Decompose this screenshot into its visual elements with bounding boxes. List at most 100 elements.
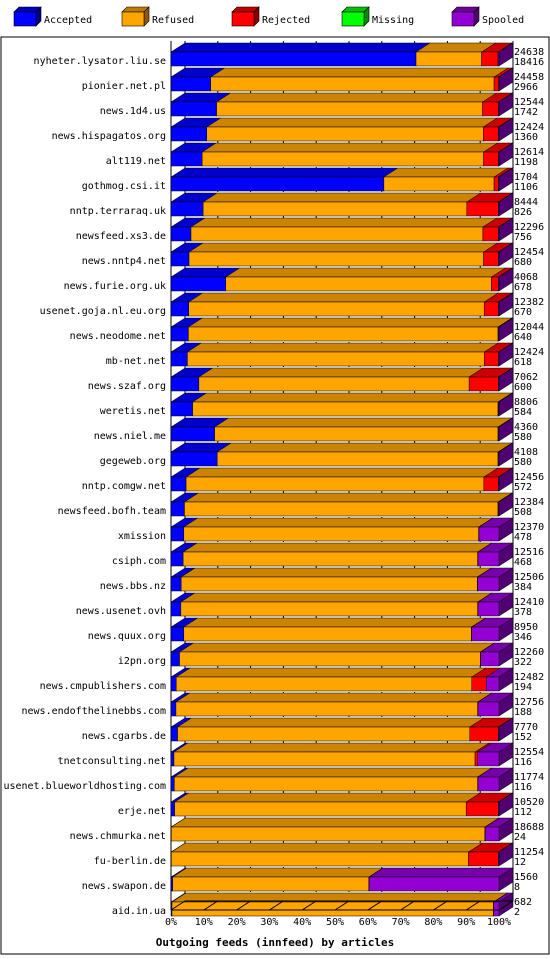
- bar-segment-spooled: [471, 626, 500, 642]
- category-label: mb-net.net: [106, 356, 166, 367]
- bar-segment-accepted: [170, 451, 218, 467]
- category-label: usenet.blueworldhosting.com: [3, 781, 166, 792]
- category-label: news.cgarbs.de: [82, 731, 166, 742]
- data-label-accepted: 678: [514, 282, 532, 293]
- data-label-total: 12384: [514, 497, 544, 508]
- bar-segment-refused: [172, 876, 370, 892]
- data-label-total: 12554: [514, 747, 544, 758]
- bar-segment-top-refused: [173, 792, 482, 803]
- bar-segment-top-refused: [173, 742, 490, 753]
- bar-segment-top-refused: [173, 767, 493, 778]
- data-label-accepted: 640: [514, 332, 532, 343]
- data-label-total: 12424: [514, 122, 544, 133]
- data-label-accepted: 584: [514, 407, 532, 418]
- x-tick-mark: [367, 900, 383, 911]
- bar-segment-spooled: [480, 651, 500, 667]
- x-tick-label: 20%: [228, 917, 246, 928]
- bar-segment-spooled: [498, 251, 500, 267]
- category-label: nntp.comgw.net: [82, 481, 166, 492]
- bar-segment-refused: [188, 301, 485, 317]
- category-label: newsfeed.bofh.team: [58, 506, 166, 517]
- category-label: csiph.com: [112, 556, 166, 567]
- bar-segment-spooled: [368, 876, 500, 892]
- x-tick-label: 40%: [293, 917, 311, 928]
- x-axis-label: Outgoing feeds (innfeed) by articles: [156, 936, 394, 949]
- bar-segment-rejected: [483, 476, 499, 492]
- bar-segment-refused: [214, 426, 499, 442]
- bar-segment-top-refused: [182, 617, 487, 628]
- bar-segment-top-refused: [185, 467, 499, 478]
- data-label-accepted: 580: [514, 432, 532, 443]
- bar-segment-accepted: [170, 201, 204, 217]
- bar-segment-top-refused: [202, 192, 482, 203]
- bar-segment-spooled: [477, 601, 500, 617]
- data-label-total: 24638: [514, 47, 544, 58]
- bar-segment-spooled: [485, 676, 500, 692]
- data-label-total: 12382: [514, 297, 544, 308]
- bar-segment-refused: [183, 526, 479, 542]
- data-label-accepted: 346: [514, 632, 532, 643]
- bar-segment-accepted: [170, 276, 227, 292]
- x-tick-mark: [170, 900, 186, 911]
- bar-segment-refused: [179, 651, 481, 667]
- category-label: news.cmpublishers.com: [40, 681, 166, 692]
- data-label-accepted: 12: [514, 857, 526, 868]
- data-label-accepted: 1198: [514, 157, 538, 168]
- bar-segment-rejected: [469, 726, 499, 742]
- legend-label: Missing: [372, 15, 414, 26]
- x-tick-label: 70%: [392, 917, 410, 928]
- data-label-total: 4360: [514, 422, 538, 433]
- data-label-accepted: 572: [514, 482, 532, 493]
- category-label: tnetconsulting.net: [58, 756, 166, 767]
- data-label-total: 1560: [514, 872, 538, 883]
- category-label: news.1d4.us: [100, 106, 166, 117]
- bar-segment-spooled: [498, 76, 500, 92]
- bar-segment-refused: [171, 851, 469, 867]
- legend-swatch: [341, 11, 365, 27]
- bar-segment-spooled: [497, 51, 500, 67]
- bar-segment-rejected: [491, 276, 499, 292]
- bar-segment-accepted: [170, 426, 215, 442]
- legend-item-missing: Missing: [341, 6, 414, 27]
- bar-segment-refused: [184, 501, 499, 517]
- bar-segment-refused: [383, 176, 495, 192]
- bar-segment-spooled: [498, 476, 500, 492]
- data-label-total: 12544: [514, 97, 544, 108]
- bar-segment-spooled: [498, 276, 500, 292]
- bar-segment-refused: [173, 751, 476, 767]
- data-label-accepted: 116: [514, 782, 532, 793]
- category-label: news.chmurka.net: [70, 831, 166, 842]
- bar-segment-spooled: [498, 851, 500, 867]
- data-label-accepted: 478: [514, 532, 532, 543]
- data-label-accepted: 1742: [514, 107, 538, 118]
- legend-label: Accepted: [44, 15, 92, 26]
- bar-segment-refused: [174, 776, 478, 792]
- bar-segment-accepted: [170, 701, 177, 717]
- bar-segment-spooled: [477, 776, 500, 792]
- bar-segment-accepted: [170, 176, 385, 192]
- bar-segment-top-refused: [178, 642, 496, 653]
- data-label-total: 12614: [514, 147, 544, 158]
- bar-segment-spooled: [498, 226, 500, 242]
- bar-segment-rejected: [493, 176, 499, 192]
- bar-segment-top-refused: [224, 267, 507, 278]
- data-label-accepted: 826: [514, 207, 532, 218]
- bar-segment-top-refused: [179, 592, 493, 603]
- bar-segment-spooled: [498, 151, 500, 167]
- data-label-accepted: 112: [514, 807, 532, 818]
- bar-segment-top-refused: [187, 292, 500, 303]
- legend-label: Refused: [152, 15, 194, 26]
- legend-label: Rejected: [262, 15, 310, 26]
- legend-swatch: [451, 11, 475, 27]
- x-tick-label: 10%: [195, 917, 213, 928]
- data-label-accepted: 378: [514, 607, 532, 618]
- legend-item-accepted: Accepted: [13, 6, 92, 27]
- category-label: usenet.goja.nl.eu.org: [40, 306, 166, 317]
